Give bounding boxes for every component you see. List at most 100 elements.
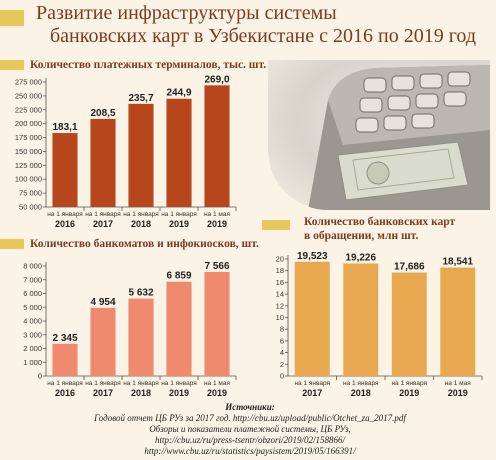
y-tick-label: 100 000: [15, 175, 42, 184]
bar: [52, 133, 78, 207]
x-tick-label: 2016: [55, 388, 75, 398]
y-tick-label: 4: [280, 348, 284, 357]
atm-chart-title: Количество банкоматов и инфокиосков, шт.: [30, 238, 259, 250]
atm-caption-accent: [0, 239, 24, 249]
source-line: http://www.cbu.uz/ru/statistics/paysiste…: [144, 446, 356, 456]
x-tick-note: на 1 января: [85, 380, 121, 387]
y-tick-label: 200 000: [15, 119, 42, 128]
x-tick-label: 2017: [93, 219, 113, 229]
x-tick-label: 2018: [131, 219, 151, 229]
y-tick-label: 7 000: [23, 275, 42, 284]
y-tick-label: 10: [276, 313, 284, 322]
source-line: http://cbu.uz/ru/press-tsentr/obzori/201…: [155, 435, 345, 445]
x-tick-note: на 1 января: [85, 211, 121, 218]
y-tick-label: 16: [276, 278, 284, 287]
x-tick-label: 2018: [351, 388, 371, 398]
data-label: 208,5: [90, 108, 115, 119]
data-label: 19,226: [345, 253, 376, 264]
y-tick-label: 6 000: [23, 289, 42, 298]
title-accent-bar: [0, 10, 24, 26]
pos-terminal-illustration: [308, 65, 490, 210]
x-tick-label: 2017: [93, 388, 113, 398]
bar: [90, 118, 116, 207]
y-tick-label: 75 000: [19, 189, 42, 198]
x-tick-note: на 1 января: [123, 211, 159, 218]
bar: [204, 85, 230, 207]
sources-block: Источники: Годовой отчет ЦБ РУз за 2017 …: [40, 402, 460, 457]
bar: [166, 281, 192, 376]
x-tick-label: 2019: [169, 388, 189, 398]
y-tick-label: 12: [276, 301, 284, 310]
data-label: 235,7: [128, 93, 153, 104]
x-tick-label: 2019: [207, 219, 227, 229]
y-tick-label: 3 000: [23, 330, 42, 339]
source-line: Обзоры и показатели платежной системы, Ц…: [149, 424, 351, 434]
pos-terminal-photo: [268, 60, 490, 210]
cards-chart-title: Количество банковских карт в обращении, …: [304, 216, 456, 242]
y-tick-label: 50 000: [19, 203, 42, 212]
bar: [128, 298, 154, 376]
y-tick-label: 225 000: [15, 105, 42, 114]
x-tick-note: на 1 мая: [204, 380, 231, 387]
data-label: 18,541: [442, 257, 473, 268]
terminals-caption-accent: [0, 60, 24, 70]
y-tick-label: 0: [38, 372, 42, 381]
data-label: 17,686: [394, 262, 425, 273]
data-label: 244,9: [166, 88, 191, 99]
y-tick-label: 250 000: [15, 91, 42, 100]
y-tick-label: 8: [280, 325, 284, 334]
bar: [391, 272, 427, 376]
y-tick-label: 4 000: [23, 317, 42, 326]
page-title-line-1: Развитие инфраструктуры системы: [36, 2, 337, 24]
y-tick-label: 6: [280, 336, 284, 345]
x-tick-note: на 1 января: [294, 380, 330, 387]
bar: [166, 98, 192, 207]
bar: [52, 343, 78, 376]
bar: [204, 271, 230, 376]
y-tick-label: 5 000: [23, 303, 42, 312]
sources-heading: Источники:: [225, 402, 275, 412]
y-tick-label: 0: [280, 372, 284, 381]
x-tick-label: 2016: [55, 219, 75, 229]
x-tick-note: на 1 января: [161, 211, 197, 218]
x-tick-label: 2019: [207, 388, 227, 398]
data-label: 2 345: [52, 333, 77, 344]
y-tick-label: 20: [276, 255, 284, 264]
bar: [343, 263, 379, 376]
y-tick-label: 14: [276, 290, 284, 299]
data-label: 6 859: [166, 271, 191, 282]
y-tick-label: 2 000: [23, 344, 42, 353]
bar: [294, 261, 330, 376]
data-label: 269,0: [204, 74, 229, 85]
y-tick-label: 175 000: [15, 133, 42, 142]
terminals-chart-title: Количество платежных терминалов, тыс. шт…: [30, 59, 267, 71]
x-tick-label: 2019: [448, 388, 468, 398]
y-tick-label: 8 000: [23, 262, 42, 271]
bar: [440, 267, 476, 376]
source-line: Годовой отчет ЦБ РУз за 2017 год. http:/…: [94, 413, 406, 423]
data-label: 4 954: [90, 297, 115, 308]
data-label: 19,523: [297, 251, 328, 262]
x-tick-label: 2019: [169, 219, 189, 229]
cards-caption-accent: [262, 220, 290, 230]
x-tick-note: на 1 мая: [445, 380, 472, 387]
bar: [128, 103, 154, 207]
x-tick-note: на 1 января: [391, 380, 427, 387]
x-tick-label: 2017: [302, 388, 322, 398]
x-tick-label: 2019: [399, 388, 419, 398]
data-label: 5 632: [128, 288, 153, 299]
x-tick-note: на 1 мая: [204, 211, 231, 218]
data-label: 183,1: [52, 122, 77, 133]
bar: [90, 307, 116, 376]
y-tick-label: 125 000: [15, 161, 42, 170]
x-tick-note: на 1 января: [47, 380, 83, 387]
y-tick-label: 18: [276, 266, 284, 275]
y-tick-label: 275 000: [15, 78, 42, 87]
x-tick-note: на 1 января: [123, 380, 159, 387]
page-title: Развитие инфраструктуры системы банковск…: [8, 2, 488, 48]
x-tick-note: на 1 января: [47, 211, 83, 218]
y-tick-label: 150 000: [15, 147, 42, 156]
data-label: 7 566: [204, 261, 229, 272]
